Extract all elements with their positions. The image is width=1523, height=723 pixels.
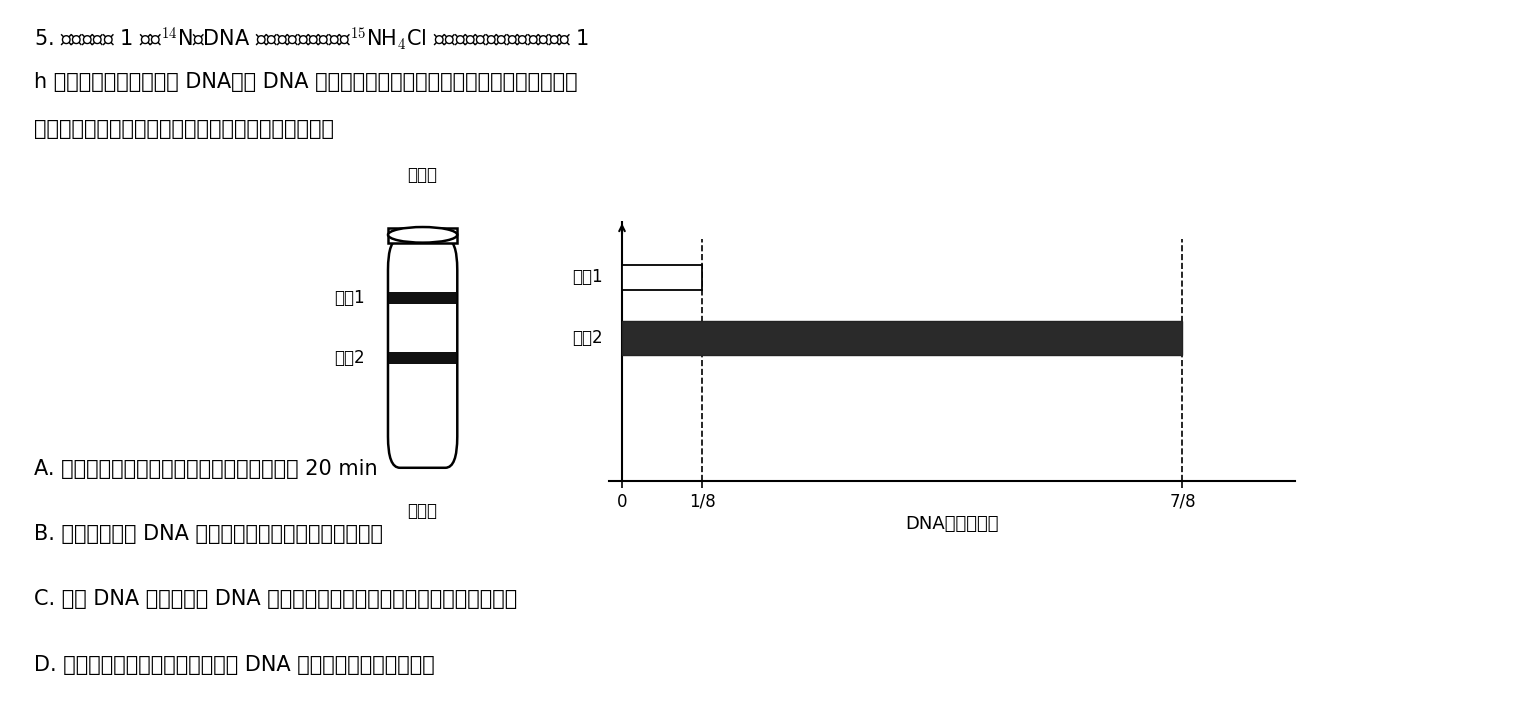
Text: 条剈2: 条剈2 <box>573 329 603 346</box>
Text: 密度低: 密度低 <box>408 166 437 184</box>
Text: 心，试管中出现两种条带（如图）。下列说法正确的是: 心，试管中出现两种条带（如图）。下列说法正确的是 <box>34 119 334 140</box>
Bar <box>388 352 457 364</box>
Text: C. 解开 DNA 双螺旋可用 DNA 解旋酶，实质是破坏核苷酸之间的磷酸二酯键: C. 解开 DNA 双螺旋可用 DNA 解旋酶，实质是破坏核苷酸之间的磷酸二酯键 <box>34 589 516 609</box>
Bar <box>388 228 457 243</box>
FancyBboxPatch shape <box>388 239 457 468</box>
Bar <box>621 265 702 290</box>
Text: 条剈1: 条剈1 <box>573 268 603 286</box>
Text: D. 根据条带的数目和位置可以确定 DNA 的复制方式为半保留复制: D. 根据条带的数目和位置可以确定 DNA 的复制方式为半保留复制 <box>34 654 434 675</box>
Text: 条剈2: 条剈2 <box>335 348 366 367</box>
Text: 5. 研究人员将 1 个含$^{14}$N－DNA 的大肠杆菌转移到以$^{15}$NH$_4$Cl 为唯一氮源的培养液中，培养 1: 5. 研究人员将 1 个含$^{14}$N－DNA 的大肠杆菌转移到以$^{15… <box>34 25 588 53</box>
Bar <box>621 320 1182 355</box>
Text: A. 由结果可推知该大肠杆菌的细胞周期大约为 20 min: A. 由结果可推知该大肠杆菌的细胞周期大约为 20 min <box>34 459 378 479</box>
Bar <box>388 292 457 304</box>
Text: h 后提取子代大肠杆菌的 DNA。将 DNA 用相应的酶处理变成单链，然后进行密度梯度离: h 后提取子代大肠杆菌的 DNA。将 DNA 用相应的酶处理变成单链，然后进行密… <box>34 72 577 93</box>
Text: B. 若直接将子代 DNA 进行密度梯度离心能得到三条条带: B. 若直接将子代 DNA 进行密度梯度离心能得到三条条带 <box>34 524 382 544</box>
X-axis label: DNA单链的含量: DNA单链的含量 <box>905 515 999 533</box>
Text: 密度高: 密度高 <box>408 502 437 520</box>
Ellipse shape <box>388 227 457 243</box>
Text: 条剈1: 条剈1 <box>335 289 366 307</box>
